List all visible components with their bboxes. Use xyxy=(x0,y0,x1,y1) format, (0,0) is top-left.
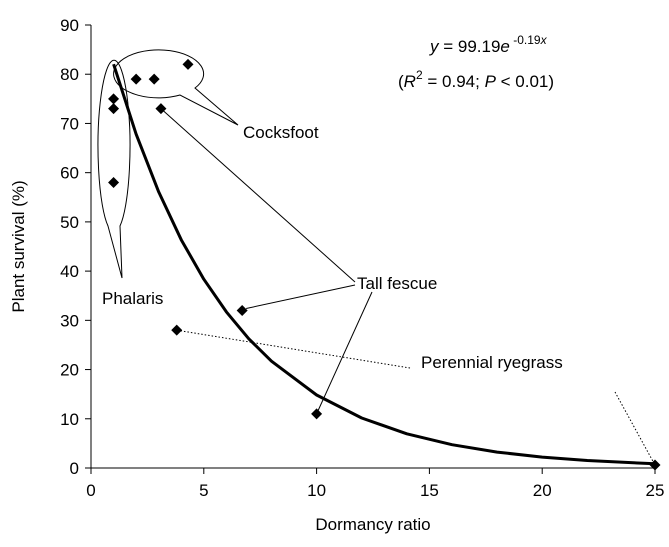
statistics-part: < 0.01) xyxy=(496,72,554,91)
fit-curve xyxy=(112,63,656,466)
y-tick-label: 60 xyxy=(60,164,79,183)
statistics-part: 2 xyxy=(416,68,423,82)
statistics-part: ( xyxy=(398,72,404,91)
data-point xyxy=(148,73,160,85)
y-tick-label: 90 xyxy=(60,16,79,35)
x-tick-label: 10 xyxy=(307,481,326,500)
x-axis-title: Dormancy ratio xyxy=(315,515,430,534)
data-point xyxy=(108,177,120,189)
callout-label: Tall fescue xyxy=(357,274,437,293)
statistics-part: P xyxy=(485,72,497,91)
x-tick-label: 20 xyxy=(533,481,552,500)
data-point xyxy=(108,93,120,105)
y-tick-label: 30 xyxy=(60,311,79,330)
data-point xyxy=(130,73,142,85)
equation-part: e xyxy=(500,37,509,56)
y-axis-title: Plant survival (%) xyxy=(9,180,28,312)
y-tick-label: 80 xyxy=(60,65,79,84)
callout-line xyxy=(176,329,411,369)
callout-line xyxy=(246,284,356,309)
x-tick-label: 0 xyxy=(86,481,95,500)
data-point xyxy=(171,324,183,336)
y-tick-label: 70 xyxy=(60,114,79,133)
y-tick-label: 0 xyxy=(70,459,79,478)
equation-part: -0.19 xyxy=(510,33,541,47)
data-point xyxy=(155,103,167,115)
y-tick-label: 40 xyxy=(60,262,79,281)
y-tick-label: 50 xyxy=(60,213,79,232)
equation: y = 99.19e -0.19x xyxy=(429,33,548,56)
data-point xyxy=(182,58,194,70)
data-point xyxy=(649,459,661,471)
statistics-part: = 0.94; xyxy=(423,72,485,91)
x-tick-label: 15 xyxy=(420,481,439,500)
statistics-part: R xyxy=(404,72,416,91)
data-point xyxy=(311,408,323,420)
x-tick-label: 5 xyxy=(199,481,208,500)
callout-line xyxy=(316,291,373,415)
callout-label: Cocksfoot xyxy=(243,123,319,142)
callout-label: Phalaris xyxy=(102,289,163,308)
y-tick-label: 10 xyxy=(60,410,79,429)
data-point xyxy=(108,103,120,115)
callout-bubble xyxy=(113,49,239,126)
y-tick-label: 20 xyxy=(60,361,79,380)
equation-part: y xyxy=(429,37,440,56)
callout-bubble xyxy=(97,59,131,279)
equation-part: x xyxy=(540,33,548,47)
callout-line xyxy=(160,108,356,283)
statistics: (R2 = 0.94; P < 0.01) xyxy=(398,68,554,91)
equation-part: = 99.19 xyxy=(439,37,501,56)
data-point xyxy=(236,304,248,316)
callout-line xyxy=(614,391,656,466)
callout-label: Perennial ryegrass xyxy=(421,353,563,372)
x-tick-label: 25 xyxy=(646,481,665,500)
